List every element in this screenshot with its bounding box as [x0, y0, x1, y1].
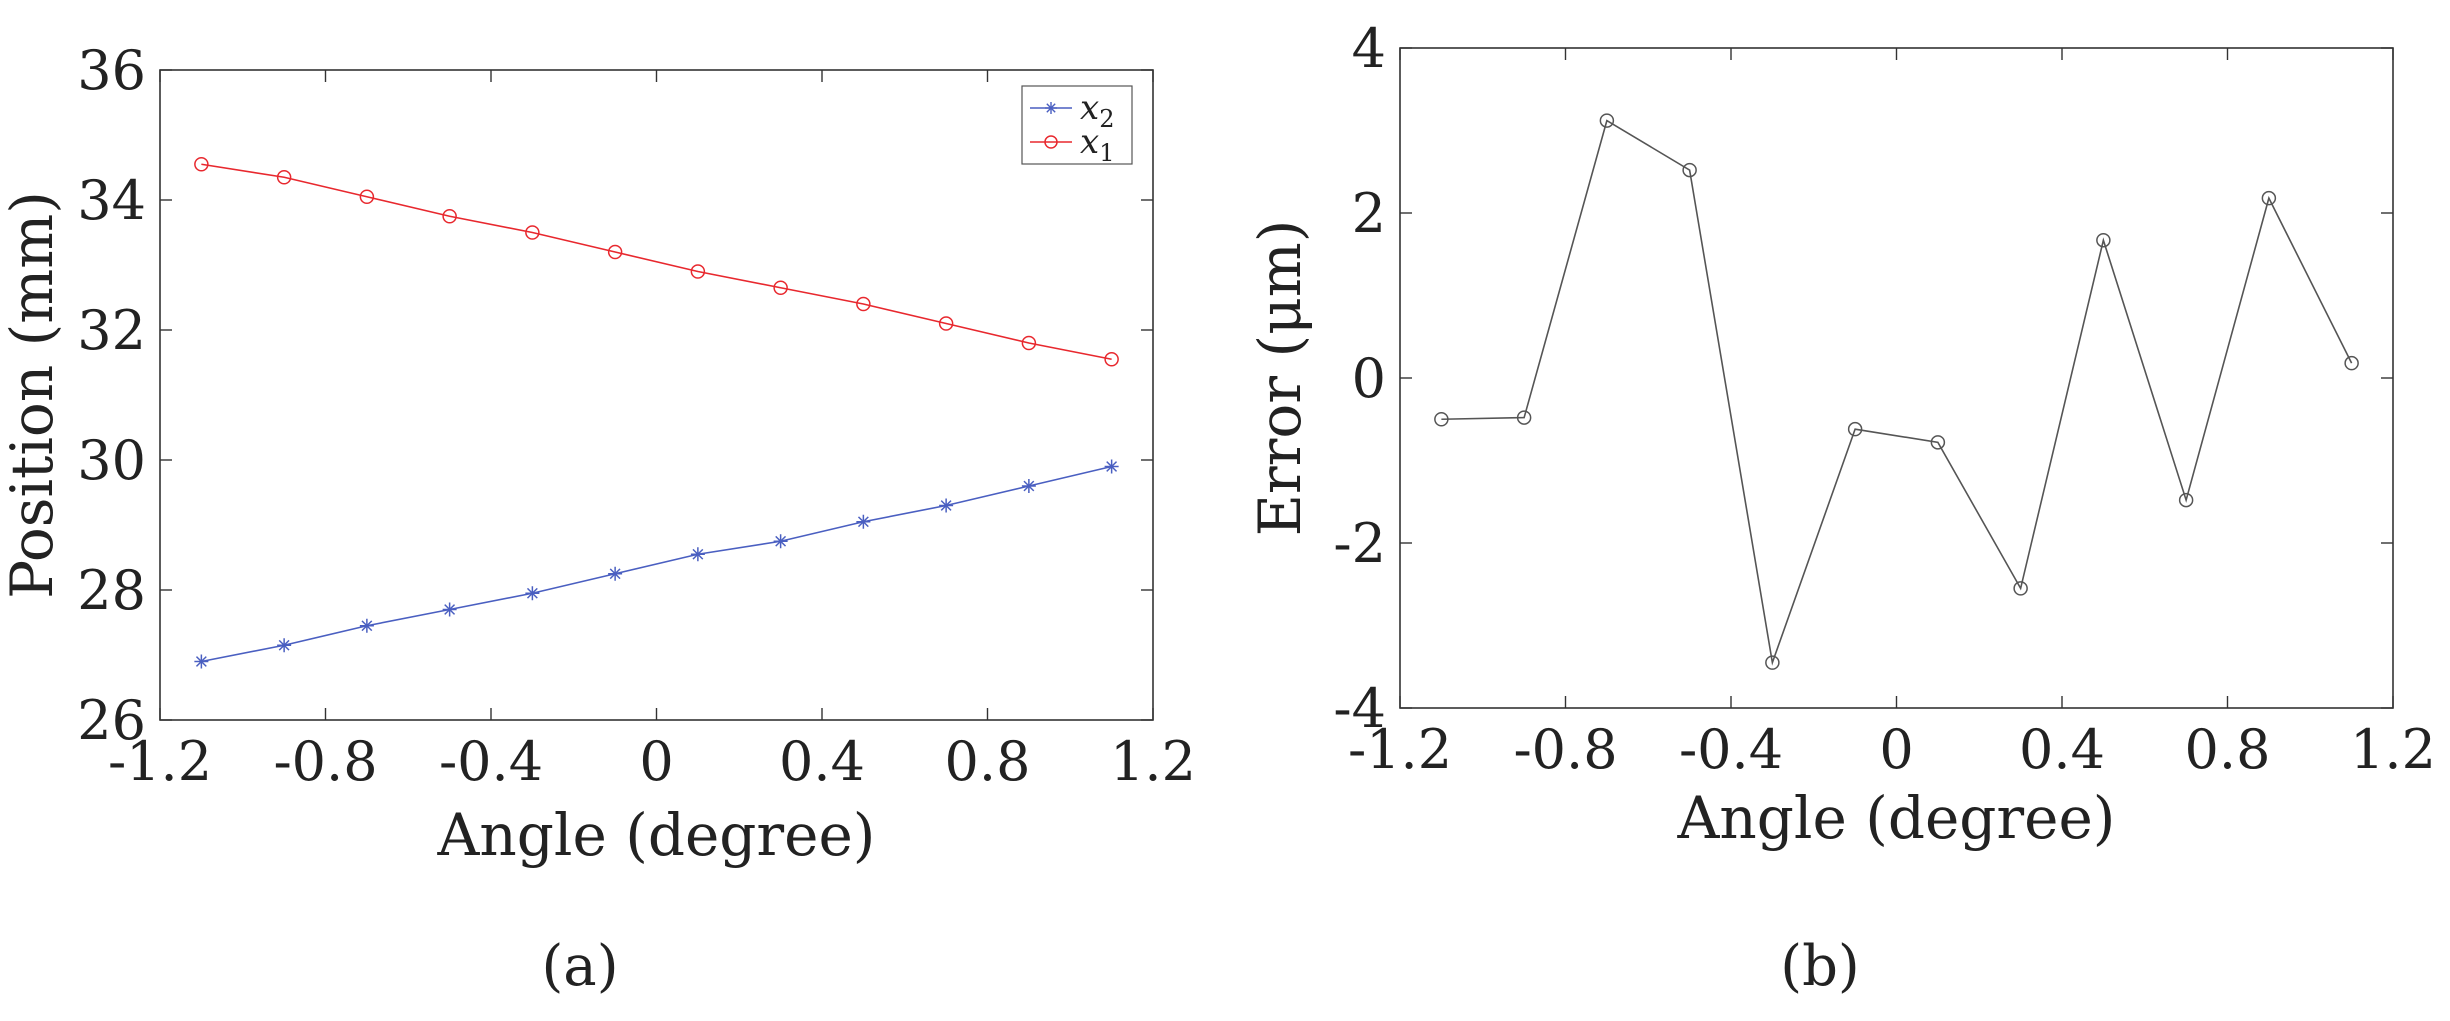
pa-series-line-1: [201, 163, 1112, 361]
legend-box: [1021, 85, 1133, 165]
pa-ytick-label: 26: [77, 689, 146, 752]
pb-x-axis-label: Angle (degree): [1677, 784, 2116, 852]
pb-series-0-point: [1599, 113, 1615, 128]
legend-label-subscript-1: 1: [1099, 139, 1114, 167]
panel-a-caption: (a): [541, 934, 618, 999]
pa-xtick-label: 0: [639, 730, 673, 793]
pa-series-line-0: [201, 465, 1112, 663]
pa-xtick-label: -0.8: [273, 730, 377, 793]
pb-series-0-point: [1847, 421, 1863, 437]
legend-marker-1: [1044, 135, 1058, 149]
pa-series-1-point: [690, 264, 706, 279]
pb-xtick-label: -1.2: [1348, 718, 1452, 781]
pa-series-1-point: [1021, 335, 1037, 351]
pa-ytick-label: 32: [77, 299, 146, 362]
pb-series-0-point: [1434, 412, 1449, 427]
pa-x-axis-label: Angle (degree): [437, 801, 876, 869]
pa-series-1-point: [442, 209, 457, 224]
pa-series-0-point: [608, 566, 623, 581]
pa-series-1-point: [773, 280, 788, 295]
pb-series-line-0: [1441, 119, 2353, 666]
pa-series-1-point: [276, 170, 292, 185]
pb-series-0-point: [1516, 410, 1532, 425]
pa-xtick-label: 0.4: [779, 730, 865, 793]
panel-b-caption: (b): [1780, 934, 1860, 999]
pa-xtick-label: -0.4: [439, 730, 543, 793]
pb-xtick-label: 1.2: [2350, 718, 2436, 781]
chart-panel-b: -1.2 -0.8 -0.4 0 0.4 0.8 1.2 -4 -2 0 2 4 Angle (degr…: [1246, 17, 2436, 852]
pa-series-0-point: [194, 654, 209, 669]
pb-y-axis-label: Error (μm): [1246, 220, 1314, 537]
pa-series-0-point: [1021, 479, 1036, 493]
pa-xtick-label: 1.2: [1110, 730, 1196, 793]
pa-series-0-point: [525, 586, 540, 601]
pa-series-1-point: [359, 189, 375, 204]
pa-ytick-label: 30: [77, 429, 146, 492]
pb-series-0-point: [1682, 162, 1697, 178]
pa-series-1-point: [856, 296, 871, 312]
chart-panel-a: -1.2 -0.8 -0.4 0 0.4 0.8 1.2 26 28 30 32 34 36 Angle …: [0, 39, 1196, 869]
pb-xtick-label: 0.8: [2185, 718, 2271, 781]
pa-series-1-point: [525, 225, 540, 240]
pa-series-1-point: [194, 157, 209, 172]
pb-xtick-label: 0.4: [2019, 718, 2105, 781]
pb-series-0-point: [2261, 190, 2277, 206]
pa-series-0-point: [856, 514, 871, 529]
pa-series-0-point: [939, 498, 954, 513]
pa-ytick-label: 28: [77, 559, 146, 622]
pa-ytick-label: 36: [77, 39, 146, 102]
pa-series-0-point: [1104, 459, 1119, 474]
pb-series-0-point: [2096, 232, 2111, 248]
pb-xtick-label: 0: [1879, 718, 1913, 781]
pa-series-1-point: [1104, 352, 1119, 367]
pb-xtick-label: -0.8: [1513, 718, 1617, 781]
legend-label-subscript-0: 2: [1099, 105, 1114, 133]
pa-ytick-label: 34: [77, 169, 146, 232]
pb-xtick-label: -0.4: [1679, 718, 1783, 781]
pa-y-axis-label: Position (mm): [0, 191, 66, 599]
pb-ytick-label: 4: [1352, 17, 1386, 80]
pb-series-0-point: [1765, 655, 1780, 670]
pb-ytick-label: -4: [1333, 677, 1386, 740]
pb-series-0-point: [1930, 435, 1946, 450]
pb-ytick-label: 2: [1352, 182, 1386, 245]
pa-series-1-point: [607, 244, 623, 260]
pb-series-0-point: [2178, 492, 2194, 508]
pa-series-0-point: [359, 618, 374, 633]
pa-series-1-point: [938, 316, 954, 331]
pb-axes-frame: [1399, 47, 2394, 709]
pa-xtick-label: -1.2: [108, 730, 212, 793]
pa-series-0-point: [773, 534, 788, 549]
pb-series-0-point: [2013, 581, 2028, 596]
pa-xtick-label: 0.8: [945, 730, 1031, 793]
pb-ytick-label: -2: [1333, 512, 1386, 575]
pa-series-0-point: [277, 638, 292, 653]
legend-marker-0: [1045, 102, 1057, 114]
pa-axes-frame: [159, 69, 1154, 721]
pa-series-0-point: [442, 602, 457, 617]
pb-ytick-label: 0: [1352, 347, 1386, 410]
pa-series-0-point: [690, 547, 705, 562]
pb-series-0-point: [2344, 355, 2359, 371]
